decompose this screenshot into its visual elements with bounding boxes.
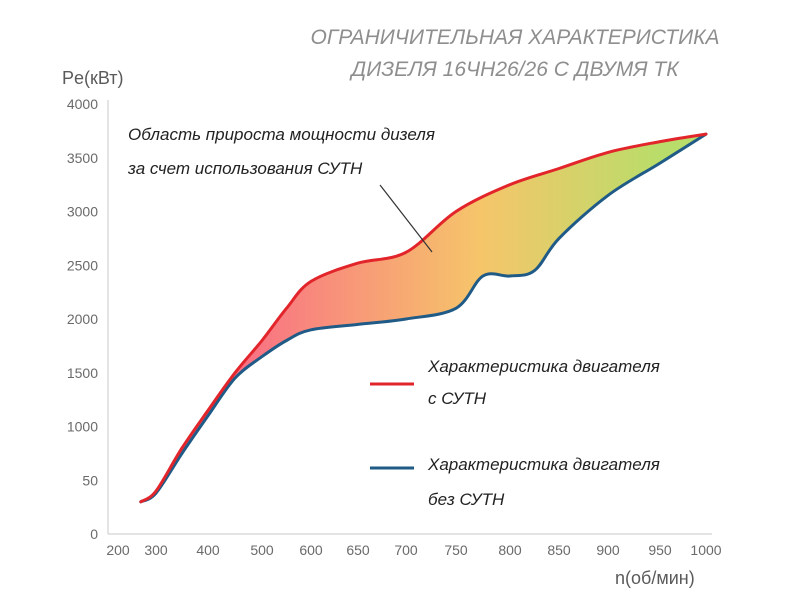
x-tick-label: 900 [596,542,620,558]
legend-label-without-line-2: без СУТН [428,490,505,509]
chart-title-line-1: ОГРАНИЧИТЕЛЬНАЯ ХАРАКТЕРИСТИКА [310,26,719,49]
annotation-line-1: Область прироста мощности дизеля [128,125,435,144]
series-line-with-sutn [139,132,708,504]
x-tick-labels: 200 300 400 500 600 650 700 750 800 850 900 950 1000 [106,542,721,558]
x-tick-label: 200 [106,542,130,558]
y-tick-label: 0 [90,526,98,542]
x-tick-label: 950 [648,542,672,558]
x-axis-title: n(об/мин) [615,568,695,588]
y-tick-labels: 0 50 1000 1500 2000 2500 3000 3500 4000 [67,96,98,542]
power-gain-area [140,134,707,502]
x-tick-label: 850 [547,542,571,558]
x-tick-label: 1000 [690,542,721,558]
x-tick-label: 400 [196,542,220,558]
x-tick-label: 600 [299,542,323,558]
legend-label-without-line-1: Характеристика двигателя [427,455,660,474]
y-tick-label: 2500 [67,257,98,273]
x-tick-label: 750 [444,542,468,558]
y-tick-label: 2000 [67,311,98,327]
y-tick-label: 1000 [67,419,98,435]
annotation-line-2: за счет использования СУТН [127,159,363,178]
y-axis-title: Pe(кВт) [62,68,124,88]
y-tick-label: 50 [82,472,98,488]
x-tick-label: 500 [250,542,274,558]
x-tick-label: 800 [498,542,522,558]
y-tick-label: 3500 [67,150,98,166]
y-tick-label: 3000 [67,204,98,220]
legend-label-with-line-1: Характеристика двигателя [427,357,660,376]
x-tick-label: 650 [346,542,370,558]
chart-title-line-2: ДИЗЕЛЯ 16ЧН26/26 С ДВУМЯ ТК [349,58,680,81]
legend-label-with-line-2: с СУТН [428,389,487,408]
x-tick-label: 700 [394,542,418,558]
series-line-without-sutn [139,132,708,504]
y-tick-label: 1500 [67,365,98,381]
y-tick-label: 4000 [67,96,98,112]
x-tick-label: 300 [144,542,168,558]
annotation-pointer [379,184,433,253]
